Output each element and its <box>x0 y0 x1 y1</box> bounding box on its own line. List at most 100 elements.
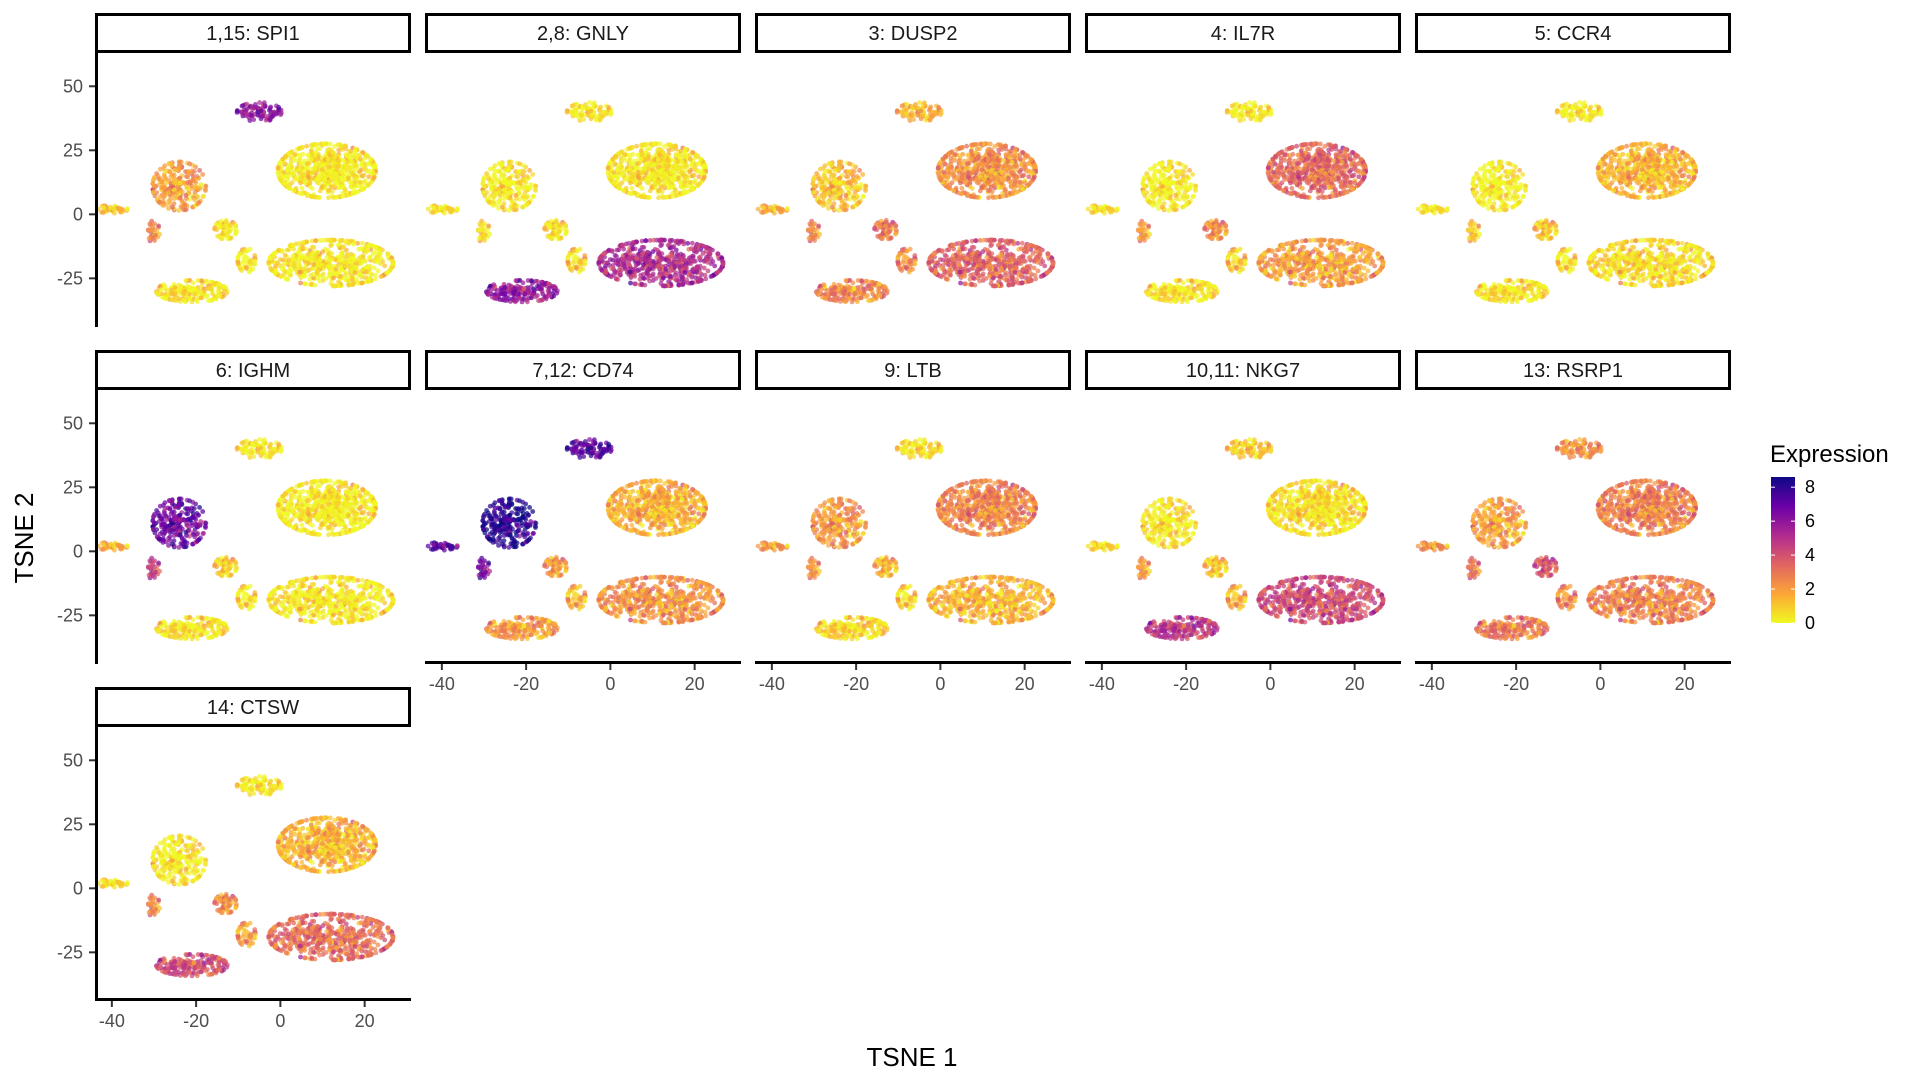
data-point <box>939 111 944 116</box>
data-point <box>326 157 331 162</box>
data-point <box>594 114 599 119</box>
data-point <box>218 293 223 298</box>
data-point <box>598 117 603 122</box>
data-point <box>300 186 305 191</box>
data-point <box>158 167 163 172</box>
data-point <box>500 193 505 198</box>
data-point <box>306 153 311 158</box>
data-point <box>860 172 865 177</box>
data-point <box>209 286 214 291</box>
data-point <box>299 192 304 197</box>
data-point <box>523 190 528 195</box>
data-point <box>843 193 848 198</box>
data-point <box>695 153 700 158</box>
data-point <box>646 162 651 167</box>
data-point <box>609 274 614 279</box>
data-point <box>364 269 369 274</box>
data-point <box>340 170 345 175</box>
data-point <box>318 263 323 268</box>
data-point <box>273 264 278 269</box>
data-point <box>266 260 271 265</box>
data-point <box>571 260 576 265</box>
data-point <box>643 283 648 288</box>
data-point <box>586 113 591 118</box>
data-point <box>353 271 358 276</box>
data-point <box>902 107 907 112</box>
data-point <box>567 252 572 257</box>
data-point <box>619 159 624 164</box>
data-point <box>878 293 883 298</box>
data-point <box>651 238 656 243</box>
data-point <box>252 253 257 258</box>
data-point <box>895 110 900 115</box>
data-point <box>502 291 507 296</box>
data-point <box>1004 147 1009 152</box>
data-point <box>152 227 157 232</box>
data-point <box>574 265 579 270</box>
data-point <box>600 268 605 273</box>
data-point <box>304 256 309 261</box>
data-point <box>682 257 687 262</box>
data-point <box>289 268 294 273</box>
data-point <box>242 107 247 112</box>
data-point <box>309 157 314 162</box>
data-point <box>838 176 843 181</box>
data-point <box>659 257 664 262</box>
data-point <box>251 117 256 122</box>
data-point <box>185 180 190 185</box>
data-point <box>328 270 333 275</box>
data-point <box>170 193 175 198</box>
data-point <box>613 253 618 258</box>
data-point <box>193 291 198 296</box>
data-point <box>905 102 910 107</box>
data-point <box>917 100 922 105</box>
data-point <box>647 279 652 284</box>
data-point <box>306 261 311 266</box>
data-point <box>830 193 835 198</box>
data-point <box>156 224 161 229</box>
data-point <box>276 171 281 176</box>
data-point <box>192 197 197 202</box>
data-point <box>366 169 371 174</box>
data-point <box>540 292 545 297</box>
data-point <box>655 248 660 253</box>
data-point <box>846 169 851 174</box>
data-point <box>943 181 948 186</box>
data-point <box>916 113 921 118</box>
data-point <box>329 185 334 190</box>
data-point <box>687 169 692 174</box>
facet-points <box>426 100 726 304</box>
data-point <box>522 197 527 202</box>
data-point <box>694 269 699 274</box>
data-point <box>814 290 819 295</box>
data-point <box>516 169 521 174</box>
data-point <box>627 262 632 267</box>
data-point <box>187 285 192 290</box>
data-point <box>154 290 159 295</box>
data-point <box>604 269 609 274</box>
data-point <box>339 144 344 149</box>
data-point <box>566 260 571 265</box>
data-point <box>857 168 862 173</box>
data-point <box>522 286 527 291</box>
data-point <box>973 167 978 172</box>
data-point <box>630 175 635 180</box>
data-point <box>426 207 431 212</box>
data-point <box>548 293 553 298</box>
data-point <box>1026 174 1031 179</box>
data-point <box>616 185 621 190</box>
data-point <box>909 111 914 116</box>
data-point <box>656 180 661 185</box>
data-point <box>862 288 867 293</box>
data-point <box>833 285 838 290</box>
data-point <box>269 254 274 259</box>
data-point <box>823 185 828 190</box>
data-point <box>548 225 553 230</box>
data-point <box>616 258 621 263</box>
data-point <box>253 262 258 267</box>
data-point <box>329 257 334 262</box>
data-point <box>811 177 816 182</box>
data-point <box>350 160 355 165</box>
data-point <box>681 282 686 287</box>
data-point <box>262 100 267 105</box>
